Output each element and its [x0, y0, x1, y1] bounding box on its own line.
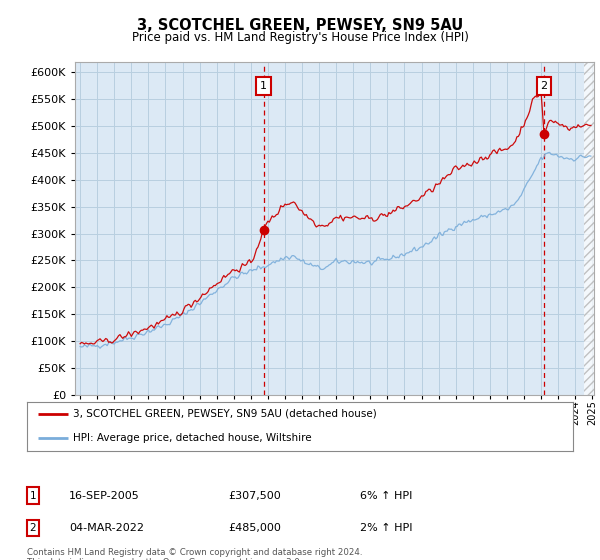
- Text: Price paid vs. HM Land Registry's House Price Index (HPI): Price paid vs. HM Land Registry's House …: [131, 31, 469, 44]
- Text: Contains HM Land Registry data © Crown copyright and database right 2024.
This d: Contains HM Land Registry data © Crown c…: [27, 548, 362, 560]
- Text: £485,000: £485,000: [228, 523, 281, 533]
- Text: 1: 1: [260, 81, 267, 91]
- Text: HPI: Average price, detached house, Wiltshire: HPI: Average price, detached house, Wilt…: [73, 433, 312, 444]
- Text: 2: 2: [541, 81, 548, 91]
- Text: 2% ↑ HPI: 2% ↑ HPI: [360, 523, 413, 533]
- Text: 2: 2: [29, 523, 37, 533]
- Text: 16-SEP-2005: 16-SEP-2005: [69, 491, 140, 501]
- Text: 3, SCOTCHEL GREEN, PEWSEY, SN9 5AU: 3, SCOTCHEL GREEN, PEWSEY, SN9 5AU: [137, 18, 463, 33]
- Polygon shape: [584, 62, 594, 395]
- Text: 6% ↑ HPI: 6% ↑ HPI: [360, 491, 412, 501]
- Text: £307,500: £307,500: [228, 491, 281, 501]
- Text: 1: 1: [29, 491, 37, 501]
- Text: 3, SCOTCHEL GREEN, PEWSEY, SN9 5AU (detached house): 3, SCOTCHEL GREEN, PEWSEY, SN9 5AU (deta…: [73, 409, 377, 419]
- Text: 04-MAR-2022: 04-MAR-2022: [69, 523, 144, 533]
